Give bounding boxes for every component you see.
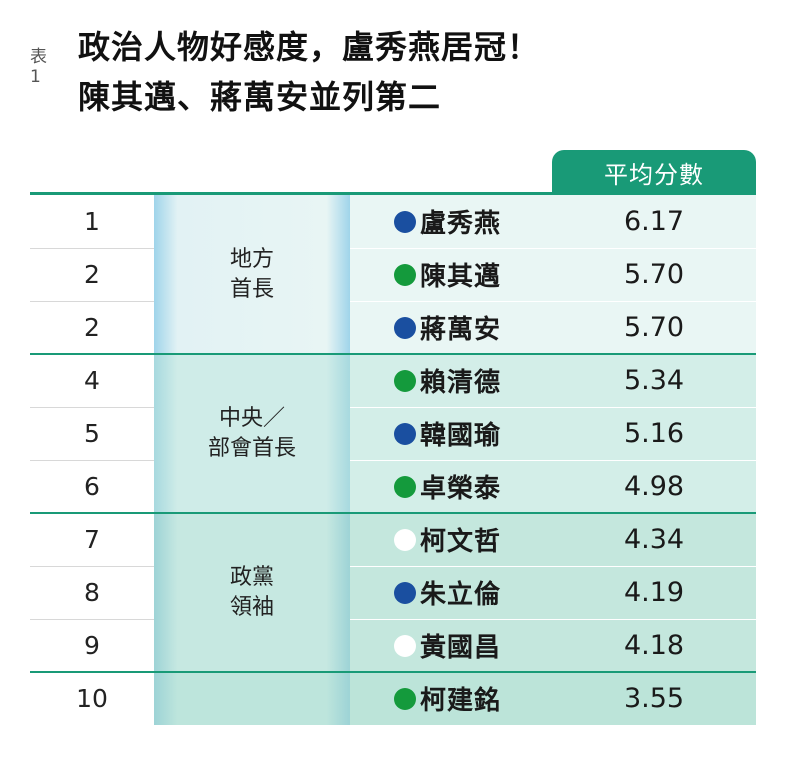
name-score-background bbox=[350, 195, 756, 354]
group-band: 政黨 領袖 bbox=[30, 513, 756, 672]
average-score: 4.18 bbox=[623, 630, 685, 661]
politician-name: 柯文哲 bbox=[420, 527, 502, 557]
politician-cell: 卓榮泰 bbox=[394, 460, 501, 513]
rank-cell: 2 bbox=[84, 313, 100, 342]
party-dot-icon bbox=[394, 210, 416, 233]
group-divider bbox=[30, 512, 756, 514]
politician-name: 盧秀燕 bbox=[420, 209, 502, 239]
row-divider bbox=[30, 407, 154, 408]
rank-cell: 1 bbox=[84, 207, 100, 236]
group-label-background bbox=[154, 354, 350, 513]
rank-cell: 8 bbox=[84, 578, 100, 607]
group-band bbox=[30, 672, 756, 725]
politician-cell: 柯建銘 bbox=[394, 672, 501, 725]
party-dot-icon bbox=[394, 263, 416, 286]
row-divider bbox=[30, 460, 154, 461]
party-dot-icon bbox=[394, 528, 416, 551]
politician-name: 韓國瑜 bbox=[420, 421, 502, 451]
group-label-background bbox=[154, 672, 350, 725]
politician-cell: 賴清德 bbox=[394, 354, 501, 407]
name-score-background bbox=[350, 672, 756, 725]
table-row: 10 柯建銘 3.55 bbox=[30, 672, 756, 725]
rank-cell: 9 bbox=[84, 631, 100, 660]
politician-cell: 盧秀燕 bbox=[394, 195, 501, 248]
party-dot-icon bbox=[394, 316, 416, 339]
table-row: 2 蔣萬安 5.70 bbox=[30, 301, 756, 354]
party-dot-icon bbox=[394, 581, 416, 604]
politician-name: 黃國昌 bbox=[420, 633, 502, 663]
row-divider bbox=[30, 248, 154, 249]
row-divider bbox=[350, 566, 756, 567]
row-divider bbox=[30, 619, 154, 620]
politician-cell: 柯文哲 bbox=[394, 513, 501, 566]
party-dot-icon bbox=[394, 369, 416, 392]
rank-cell: 6 bbox=[84, 472, 100, 501]
politician-name: 柯建銘 bbox=[420, 686, 502, 716]
title-line-2: 陳其邁、蔣萬安並列第二 bbox=[78, 78, 442, 116]
table-row: 1 盧秀燕 6.17 bbox=[30, 195, 756, 248]
table-row: 8 朱立倫 4.19 bbox=[30, 566, 756, 619]
table-row: 5 韓國瑜 5.16 bbox=[30, 407, 756, 460]
politician-name: 蔣萬安 bbox=[420, 315, 502, 345]
row-divider bbox=[30, 301, 154, 302]
group-band: 中央／ 部會首長 bbox=[30, 354, 756, 513]
title-line-1: 政治人物好感度，盧秀燕居冠！ bbox=[78, 28, 541, 66]
average-score: 4.34 bbox=[623, 524, 685, 555]
table-tag: 表1 bbox=[30, 47, 47, 87]
politician-name: 朱立倫 bbox=[420, 580, 502, 610]
politician-cell: 朱立倫 bbox=[394, 566, 501, 619]
rank-cell: 2 bbox=[84, 260, 100, 289]
score-column-header: 平均分數 bbox=[552, 150, 756, 194]
rank-cell: 10 bbox=[76, 684, 108, 713]
group-label-background bbox=[154, 195, 350, 354]
politician-cell: 韓國瑜 bbox=[394, 407, 501, 460]
group-label: 地方 首長 bbox=[229, 246, 274, 302]
politician-cell: 黃國昌 bbox=[394, 619, 501, 672]
table-row: 6 卓榮泰 4.98 bbox=[30, 460, 756, 513]
average-score: 3.55 bbox=[623, 683, 685, 714]
row-divider bbox=[350, 248, 756, 249]
politician-name: 陳其邁 bbox=[420, 262, 502, 292]
average-score: 4.98 bbox=[623, 471, 685, 502]
table-row: 4 賴清德 5.34 bbox=[30, 354, 756, 407]
group-divider bbox=[30, 353, 756, 355]
row-divider bbox=[350, 407, 756, 408]
group-divider bbox=[30, 671, 756, 673]
party-dot-icon bbox=[394, 422, 416, 445]
average-score: 5.70 bbox=[623, 312, 685, 343]
row-divider bbox=[350, 619, 756, 620]
name-score-background bbox=[350, 354, 756, 513]
party-dot-icon bbox=[394, 475, 416, 498]
table-row: 9 黃國昌 4.18 bbox=[30, 619, 756, 672]
average-score: 5.70 bbox=[623, 259, 685, 290]
average-score: 5.16 bbox=[623, 418, 685, 449]
table-row: 7 柯文哲 4.34 bbox=[30, 513, 756, 566]
politician-name: 卓榮泰 bbox=[420, 474, 502, 504]
politician-name: 賴清德 bbox=[420, 368, 502, 398]
group-label: 政黨 領袖 bbox=[229, 564, 274, 620]
group-label-background bbox=[154, 513, 350, 672]
group-band: 地方 首長 bbox=[30, 195, 756, 354]
politician-cell: 蔣萬安 bbox=[394, 301, 501, 354]
average-score: 5.34 bbox=[623, 365, 685, 396]
row-divider bbox=[30, 566, 154, 567]
row-divider bbox=[350, 301, 756, 302]
rank-cell: 5 bbox=[84, 419, 100, 448]
rank-cell: 7 bbox=[84, 525, 100, 554]
name-score-background bbox=[350, 513, 756, 672]
row-divider bbox=[350, 460, 756, 461]
rank-cell: 4 bbox=[84, 366, 100, 395]
table-top-rule bbox=[30, 192, 756, 195]
average-score: 6.17 bbox=[623, 206, 685, 237]
table-row: 2 陳其邁 5.70 bbox=[30, 248, 756, 301]
group-label: 中央／ 部會首長 bbox=[207, 405, 296, 461]
party-dot-icon bbox=[394, 687, 416, 710]
average-score: 4.19 bbox=[623, 577, 685, 608]
politician-cell: 陳其邁 bbox=[394, 248, 501, 301]
party-dot-icon bbox=[394, 634, 416, 657]
